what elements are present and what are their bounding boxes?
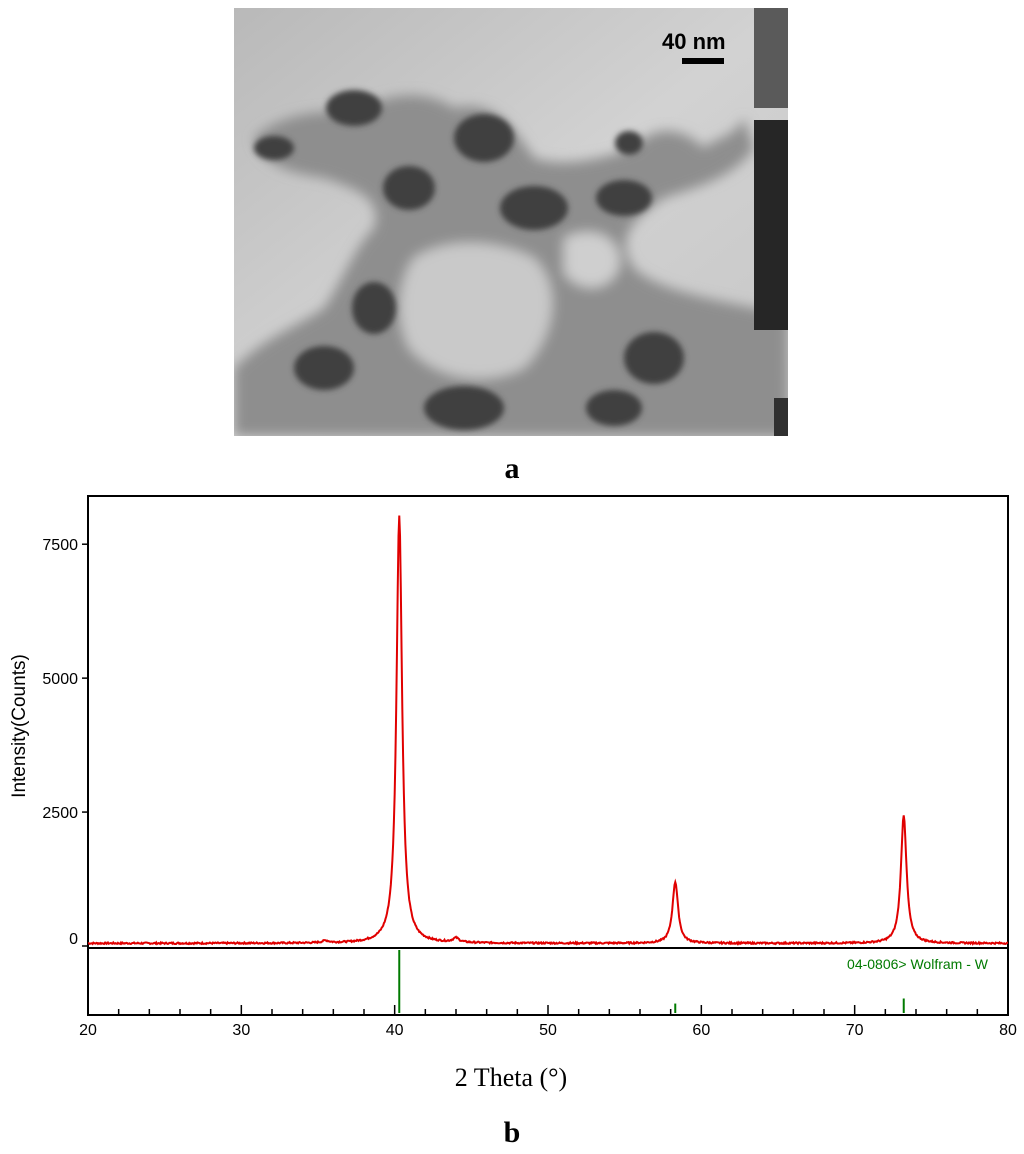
x-tick-label: 60 <box>692 1022 710 1039</box>
x-tick-label: 30 <box>232 1022 250 1039</box>
reference-label: 04-0806> Wolfram - W <box>847 956 989 972</box>
xrd-pattern-line <box>87 515 1009 946</box>
x-tick-label: 70 <box>846 1022 864 1039</box>
xrd-chart: 0 2500 5000 7500 20 30 40 50 60 70 80 04-0806> Wo… <box>9 495 1017 1092</box>
plot-frame <box>87 495 1009 1016</box>
x-tick-label: 50 <box>539 1022 557 1039</box>
main-plot-area <box>87 495 1009 949</box>
scale-bar-label: 40 nm <box>662 29 726 54</box>
y-tick-label: 7500 <box>42 537 78 554</box>
x-tick-label: 20 <box>79 1022 97 1039</box>
film-edge-strip <box>754 120 788 330</box>
dense-clusters <box>254 90 684 430</box>
panel-b-label: b <box>503 1116 521 1149</box>
tem-micrograph: 40 nm <box>234 8 788 436</box>
scale-bar <box>682 58 724 64</box>
panel-a-label: a <box>504 452 520 485</box>
y-tick-label: 2500 <box>42 805 78 822</box>
x-tick-label: 80 <box>999 1022 1017 1039</box>
y-axis-title: Intensity(Counts) <box>9 654 30 798</box>
y-tick-label: 0 <box>69 931 78 948</box>
x-axis-title: 2 Theta (°) <box>455 1063 567 1092</box>
y-tick-label: 5000 <box>42 671 78 688</box>
x-tick-label: 40 <box>386 1022 404 1039</box>
